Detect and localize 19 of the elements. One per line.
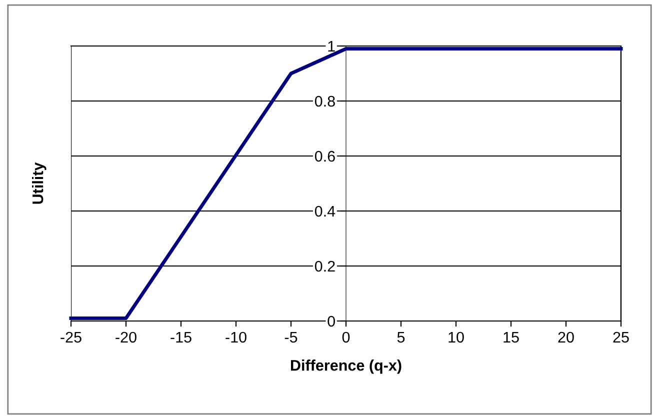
x-axis-title: Difference (q-x) [291, 360, 402, 374]
x-tick-label: 5 [397, 332, 405, 343]
y-tick-label: 0.4 [314, 206, 336, 217]
x-tick-label: -15 [170, 332, 192, 343]
x-tick-label: -20 [116, 332, 136, 343]
y-tick-label: 1 [328, 41, 335, 52]
x-tick-label: 0 [342, 332, 350, 343]
x-tick-label: -25 [60, 332, 82, 343]
x-tick-label: 25 [613, 332, 629, 343]
y-tick-label: 0.6 [314, 150, 335, 162]
x-tick-label: 10 [448, 332, 464, 343]
x-tick-label: -5 [284, 332, 298, 343]
x-tick-label: 20 [558, 332, 574, 343]
x-tick-label: -10 [226, 332, 246, 343]
y-tick-label: 0.8 [314, 96, 335, 107]
y-axis-title: Utility [32, 162, 46, 204]
y-tick-label: 0 [328, 316, 335, 327]
x-tick-label: 15 [504, 332, 519, 343]
y-tick-label: 0.2 [314, 260, 335, 272]
